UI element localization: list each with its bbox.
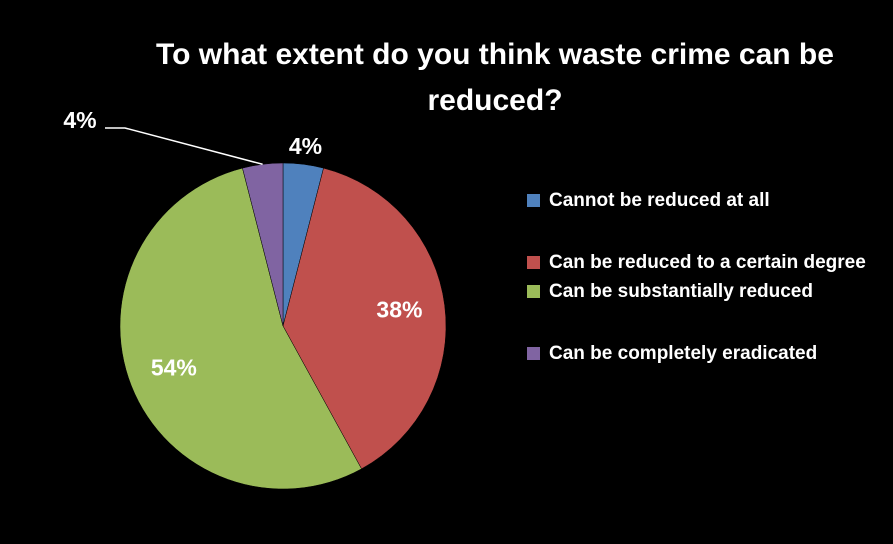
legend: Cannot be reduced at all Can be reduced t… (527, 186, 877, 401)
legend-swatch (527, 256, 540, 269)
legend-item: Cannot be reduced at all (527, 186, 877, 215)
pie-slice (282, 167, 447, 470)
data-label: 4% (289, 133, 322, 159)
chart-title: To what extent do you think waste crime … (156, 38, 834, 117)
legend-item: Can be reduced to a certain degree (527, 248, 877, 277)
data-label: 4% (63, 107, 96, 133)
legend-label: Can be reduced to a certain degree (549, 252, 866, 273)
legend-swatch (527, 347, 540, 360)
legend-item: Can be substantially reduced (527, 277, 877, 306)
data-label: 54% (151, 354, 197, 380)
legend-swatch (527, 285, 540, 298)
pie-slice (119, 167, 362, 490)
legend-item: Can be completely eradicated (527, 339, 877, 368)
pie-slice (242, 162, 284, 327)
legend-label: Cannot be reduced at all (549, 190, 770, 211)
legend-swatch (527, 194, 540, 207)
legend-label: Can be substantially reduced (549, 281, 813, 302)
legend-label: Can be completely eradicated (549, 343, 818, 364)
data-label: 38% (376, 296, 422, 322)
leader-line (105, 127, 263, 166)
